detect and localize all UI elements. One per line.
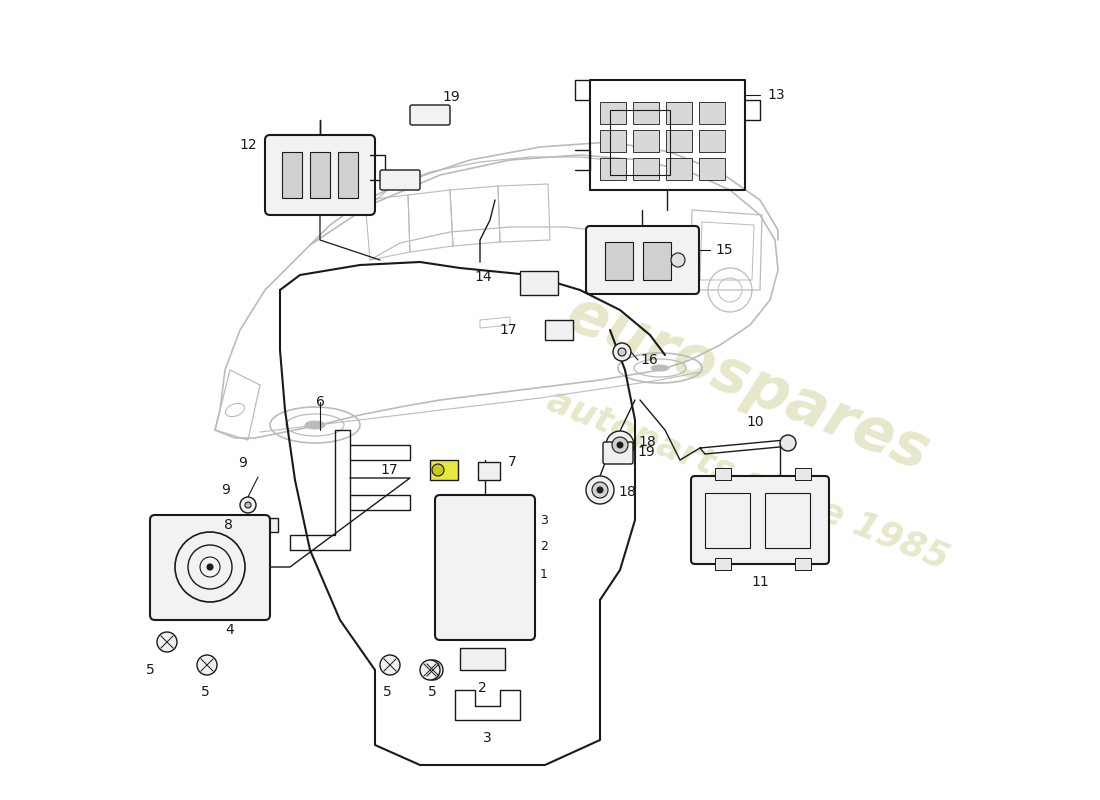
- Text: 3: 3: [483, 731, 492, 745]
- Bar: [310, 152, 330, 198]
- Text: 4: 4: [226, 623, 234, 637]
- Bar: [698, 130, 725, 152]
- Circle shape: [617, 442, 623, 448]
- Circle shape: [780, 435, 796, 451]
- Bar: [632, 158, 659, 180]
- FancyBboxPatch shape: [379, 170, 420, 190]
- Bar: [666, 130, 692, 152]
- FancyBboxPatch shape: [265, 135, 375, 215]
- Text: 2: 2: [540, 541, 548, 554]
- Bar: [282, 152, 303, 198]
- Text: autoparts since 1985: autoparts since 1985: [542, 384, 954, 576]
- Circle shape: [432, 464, 444, 476]
- Bar: [715, 468, 732, 480]
- Circle shape: [592, 482, 608, 498]
- Text: 13: 13: [767, 88, 784, 102]
- Bar: [666, 102, 692, 124]
- Bar: [705, 493, 750, 548]
- Text: 19: 19: [637, 445, 654, 459]
- Text: 19: 19: [442, 90, 460, 104]
- Circle shape: [420, 660, 440, 680]
- Text: 5: 5: [145, 663, 154, 677]
- FancyBboxPatch shape: [434, 495, 535, 640]
- Bar: [430, 460, 458, 480]
- Bar: [698, 102, 725, 124]
- Circle shape: [424, 660, 443, 680]
- Circle shape: [197, 655, 217, 675]
- FancyBboxPatch shape: [603, 442, 632, 464]
- Bar: [795, 558, 811, 570]
- Circle shape: [618, 348, 626, 356]
- Text: 12: 12: [239, 138, 256, 152]
- Bar: [795, 468, 811, 480]
- FancyBboxPatch shape: [410, 105, 450, 125]
- Text: 17: 17: [381, 463, 398, 477]
- Circle shape: [612, 437, 628, 453]
- Text: 2: 2: [477, 681, 486, 695]
- Text: 1: 1: [540, 567, 548, 581]
- FancyBboxPatch shape: [150, 515, 270, 620]
- Bar: [764, 493, 810, 548]
- Bar: [544, 320, 573, 340]
- Bar: [520, 271, 558, 295]
- Ellipse shape: [651, 365, 669, 371]
- Text: 3: 3: [540, 514, 548, 526]
- Bar: [460, 648, 505, 670]
- Text: 7: 7: [508, 455, 517, 469]
- Ellipse shape: [305, 421, 324, 429]
- Bar: [600, 158, 626, 180]
- Bar: [632, 130, 659, 152]
- Bar: [715, 558, 732, 570]
- Text: eurospares: eurospares: [558, 284, 938, 484]
- Text: 9: 9: [221, 483, 230, 497]
- Bar: [258, 518, 278, 532]
- Text: 10: 10: [746, 415, 763, 429]
- Circle shape: [240, 497, 256, 513]
- Text: 14: 14: [474, 270, 492, 284]
- Text: 18: 18: [638, 435, 656, 449]
- Text: 5: 5: [428, 685, 437, 699]
- Bar: [666, 158, 692, 180]
- Text: 15: 15: [715, 243, 733, 257]
- Circle shape: [671, 253, 685, 267]
- Circle shape: [207, 564, 213, 570]
- Circle shape: [157, 632, 177, 652]
- Circle shape: [586, 476, 614, 504]
- FancyBboxPatch shape: [586, 226, 698, 294]
- Text: 5: 5: [383, 685, 392, 699]
- Bar: [600, 102, 626, 124]
- Text: 8: 8: [224, 518, 233, 532]
- Circle shape: [597, 487, 603, 493]
- Bar: [610, 110, 670, 175]
- Bar: [600, 130, 626, 152]
- Bar: [338, 152, 358, 198]
- Bar: [698, 158, 725, 180]
- Text: 5: 5: [200, 685, 209, 699]
- Bar: [632, 102, 659, 124]
- Text: 16: 16: [640, 353, 658, 367]
- Text: 11: 11: [751, 575, 769, 589]
- Bar: [644, 242, 671, 280]
- Bar: [605, 242, 632, 280]
- Text: 6: 6: [316, 395, 324, 409]
- Circle shape: [606, 431, 634, 459]
- Text: 9: 9: [239, 456, 248, 470]
- Circle shape: [613, 343, 631, 361]
- Circle shape: [379, 655, 400, 675]
- FancyBboxPatch shape: [691, 476, 829, 564]
- Bar: [478, 462, 500, 480]
- Text: 18: 18: [618, 485, 636, 499]
- Text: 17: 17: [499, 323, 517, 337]
- Circle shape: [245, 502, 251, 508]
